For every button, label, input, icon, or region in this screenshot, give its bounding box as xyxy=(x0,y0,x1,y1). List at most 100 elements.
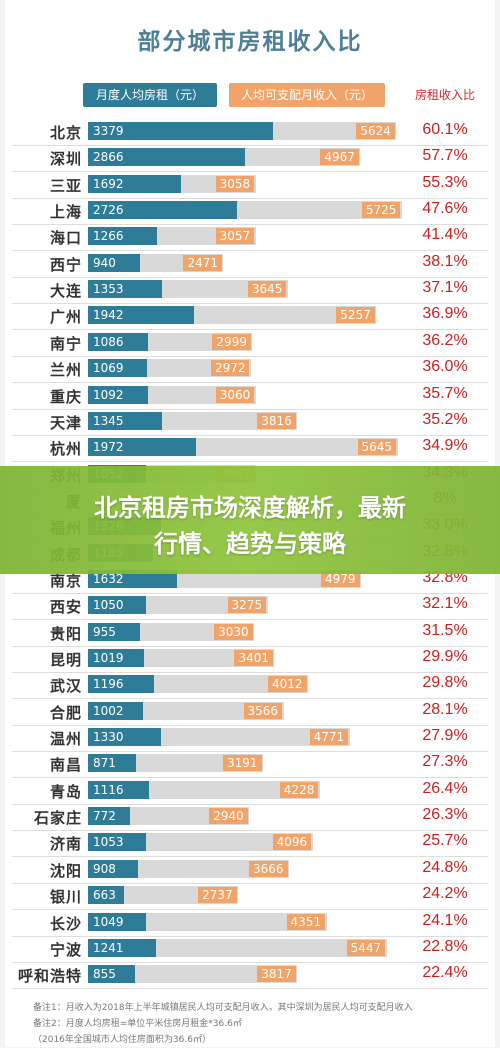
ratio-value: 36.0% xyxy=(422,358,468,376)
ratio-value: 24.2% xyxy=(422,885,468,903)
ratio-value: 26.3% xyxy=(422,806,468,824)
chart-title: 部分城市房租收入比 xyxy=(137,29,363,55)
headline-banner xyxy=(0,466,500,574)
city-label: 三亚 xyxy=(49,176,82,195)
income-value-label: 3401 xyxy=(234,650,273,666)
income-value-label: 3566 xyxy=(243,702,283,719)
income-value-label: 2471 xyxy=(183,254,223,271)
income-value-label: 4012 xyxy=(267,676,307,693)
ratio-value: 41.4% xyxy=(422,226,468,244)
rent-bar xyxy=(88,833,146,852)
rent-bar xyxy=(88,728,161,747)
legend-income: 人均可支配月收入（元） xyxy=(229,83,385,107)
city-label: 西宁 xyxy=(49,255,82,274)
city-label: 宁波 xyxy=(49,940,82,959)
rent-value-label: 1092 xyxy=(93,387,124,402)
city-label: 海口 xyxy=(49,229,82,248)
income-value-label: 4228 xyxy=(279,781,319,798)
income-value-label: 3030 xyxy=(214,623,253,640)
chart-row: 杭州 1972 5645 34.9% xyxy=(0,434,500,463)
headline-text: 北京租房市场深度解析，最新 行情、趋势与策略 xyxy=(0,490,500,562)
city-label: 石家庄 xyxy=(33,809,82,828)
row-divider xyxy=(12,988,488,990)
rent-bar xyxy=(88,912,146,931)
rent-bar xyxy=(88,569,178,588)
city-label: 温州 xyxy=(49,730,82,749)
chart-row: 大连 1353 3645 37.1% xyxy=(0,276,500,305)
city-label: 北京 xyxy=(49,124,82,142)
ratio-value: 27.9% xyxy=(422,727,468,745)
rent-value-label: 1053 xyxy=(93,835,124,850)
income-value-label: 3666 xyxy=(248,860,288,877)
income-value-label: 3057 xyxy=(215,228,255,245)
row-divider xyxy=(12,197,488,199)
rent-value-label: 1972 xyxy=(93,440,124,455)
chart-row: 西宁 940 2471 38.1% xyxy=(0,250,500,278)
row-divider xyxy=(12,276,488,278)
headline-line-2: 行情、趋势与策略 xyxy=(154,530,346,558)
rent-bar xyxy=(88,938,157,957)
chart-row: 南昌 871 3191 27.3% xyxy=(0,750,500,779)
chart-row: 青岛 1116 4228 26.4% xyxy=(0,777,500,805)
income-bar xyxy=(88,965,298,984)
row-divider xyxy=(12,961,488,963)
city-label: 南昌 xyxy=(49,756,82,775)
footnote-2: 备注2：月度人均房租=单位平米住房月租金*36.6㎡ xyxy=(33,1019,242,1029)
rent-value-label: 1049 xyxy=(93,914,124,929)
chart-row: 重庆 1092 3060 35.7% xyxy=(0,382,500,410)
city-label: 南宁 xyxy=(49,334,82,353)
chart-row: 银川 663 2737 24.2% xyxy=(0,882,500,911)
rent-bar xyxy=(88,780,150,799)
chart-row: 昆明 1019 3401 29.9% xyxy=(0,645,500,673)
rent-value-label: 1086 xyxy=(93,334,124,349)
ratio-value: 36.2% xyxy=(422,331,468,349)
row-divider xyxy=(12,777,488,779)
chart-row: 石家庄 772 2940 26.3% xyxy=(0,803,500,832)
ratio-value: 22.8% xyxy=(422,937,468,955)
ratio-value: 34.9% xyxy=(422,437,468,455)
rent-value-label: 1002 xyxy=(93,703,124,718)
city-label: 兰州 xyxy=(49,361,82,380)
rent-value-label: 908 xyxy=(93,861,116,876)
city-label: 广州 xyxy=(49,308,82,327)
rent-value-label: 1942 xyxy=(93,308,124,323)
ratio-value: 28.1% xyxy=(422,700,468,718)
chart-row: 广州 1942 5257 36.9% xyxy=(0,302,500,331)
chart-row: 沈阳 908 3666 24.8% xyxy=(0,856,500,884)
rent-bar xyxy=(88,675,154,694)
rent-value-label: 1069 xyxy=(93,361,124,376)
city-label: 上海 xyxy=(49,203,82,222)
city-label: 合肥 xyxy=(49,703,82,722)
rent-value-label: 1692 xyxy=(93,176,124,191)
headline-line-1: 北京租房市场深度解析，最新 xyxy=(94,494,406,522)
rent-value-label: 1632 xyxy=(93,571,124,586)
rent-bar xyxy=(88,227,158,246)
income-value-label: 5725 xyxy=(361,202,401,219)
ratio-value: 22.4% xyxy=(422,964,468,982)
row-divider xyxy=(12,355,488,357)
income-value-label: 2940 xyxy=(209,808,248,825)
rent-value-label: 871 xyxy=(93,756,116,771)
income-value-label: 3817 xyxy=(257,966,296,983)
city-label: 长沙 xyxy=(49,914,82,933)
rent-value-label: 1353 xyxy=(93,282,124,297)
chart-row: 长沙 1049 4351 24.1% xyxy=(0,909,500,937)
city-label: 济南 xyxy=(49,835,82,854)
ratio-value: 47.6% xyxy=(422,200,468,218)
ratio-value: 29.8% xyxy=(422,674,468,692)
rent-bar xyxy=(88,886,125,905)
legend-ratio: 房租收入比 xyxy=(414,88,475,102)
city-label: 青岛 xyxy=(49,782,82,801)
ratio-value: 38.1% xyxy=(422,252,468,270)
row-divider xyxy=(12,461,488,463)
rent-value-label: 1019 xyxy=(93,651,124,665)
city-label: 沈阳 xyxy=(49,861,82,880)
income-value-label: 2999 xyxy=(212,333,251,350)
row-divider xyxy=(12,882,488,884)
income-value-label: 4771 xyxy=(309,729,349,746)
city-label: 杭州 xyxy=(49,440,82,459)
city-label: 西安 xyxy=(49,598,82,617)
income-value-label: 3275 xyxy=(227,597,267,614)
ratio-value: 60.1% xyxy=(422,121,468,138)
income-value-label: 5257 xyxy=(336,307,375,324)
